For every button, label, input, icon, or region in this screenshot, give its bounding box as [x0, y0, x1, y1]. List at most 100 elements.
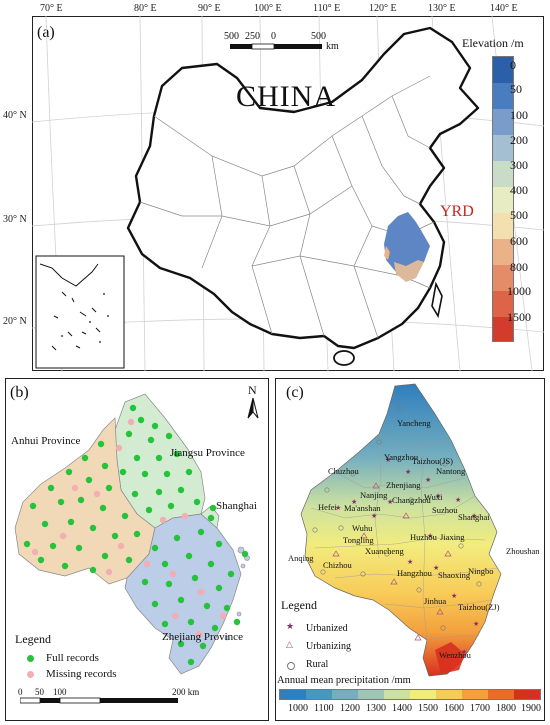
precip-band	[384, 690, 410, 699]
panel-label-a: (a)	[37, 24, 55, 41]
elevation-band	[493, 83, 513, 109]
province-label: Jiangsu Province	[170, 447, 245, 459]
svg-text:★: ★	[335, 504, 341, 512]
precip-band	[280, 690, 306, 699]
city-label: Jiaxing	[440, 532, 465, 542]
elevation-label: 50	[510, 82, 522, 96]
city-label: Wuxi	[424, 492, 443, 502]
elevation-label: 800	[510, 260, 528, 274]
missing-records-marker	[27, 671, 34, 678]
svg-text:★: ★	[425, 476, 431, 484]
city-label: Ningbo	[468, 566, 494, 576]
precip-label: 1400	[392, 703, 412, 714]
elevation-band	[493, 109, 513, 135]
city-label: Changzhou	[392, 495, 431, 505]
city-label: Wenzhou	[439, 650, 471, 660]
legend-label: Full records	[46, 652, 99, 664]
svg-text:★: ★	[371, 512, 377, 520]
elevation-label: 500	[510, 208, 528, 222]
country-label: CHINA	[236, 80, 336, 113]
elevation-label: 1500	[507, 310, 531, 324]
scale-number: 100	[53, 687, 67, 697]
precip-label: 1500	[418, 703, 438, 714]
scale-number: 250	[245, 31, 260, 42]
precip-band	[436, 690, 462, 699]
scale-number: 500	[311, 31, 326, 42]
legend-title: Legend	[15, 632, 51, 646]
precipitation-colorbar	[279, 689, 541, 700]
city-label: Jinhua	[424, 596, 447, 606]
elevation-label: 600	[510, 234, 528, 248]
city-label: Hangzhou	[397, 568, 432, 578]
precip-label: 1600	[444, 703, 464, 714]
elevation-legend-title: Elevation /m	[462, 36, 524, 50]
city-label: Taizhou(JS)	[412, 456, 453, 466]
svg-text:★: ★	[461, 648, 467, 656]
svg-text:★: ★	[435, 492, 441, 500]
svg-text:★: ★	[385, 456, 391, 464]
region-label: YRD	[440, 203, 474, 220]
precip-band	[332, 690, 358, 699]
city-label: Suzhou	[432, 505, 458, 515]
precipitation-map: ★ ★ ★ ★ ★ ★ ★ ★ ★ ★ ★ ★ ★ ★ ★ ★	[300, 383, 502, 677]
city-label: Zhenjiang	[386, 480, 421, 490]
svg-text:★: ★	[351, 498, 357, 506]
elevation-band	[493, 161, 513, 187]
svg-text:★: ★	[471, 512, 477, 520]
elevation-label: 100	[510, 108, 528, 122]
urbanizing-triangle-icon: △	[286, 640, 293, 650]
province-label: Shanghai	[216, 500, 257, 512]
lon-tick: 70° E	[40, 3, 63, 14]
north-arrow-label: N	[248, 383, 257, 397]
legend-label: Rural	[306, 659, 329, 670]
lon-tick: 100° E	[254, 3, 282, 14]
city-label: Chuzhou	[328, 466, 359, 476]
elevation-band	[493, 317, 513, 341]
precip-label: 1900	[521, 703, 541, 714]
city-label: Shanghai	[458, 512, 490, 522]
city-label: Huzhou	[410, 532, 437, 542]
elevation-band	[493, 291, 513, 317]
province-label: Anhui Province	[11, 435, 81, 447]
elevation-band	[493, 57, 513, 83]
city-label: Xuancheng	[365, 546, 404, 556]
city-label: Nanjing	[360, 490, 388, 500]
svg-text:★: ★	[473, 620, 479, 628]
svg-text:★: ★	[427, 532, 433, 540]
precip-band	[462, 690, 488, 699]
precip-band	[514, 690, 540, 699]
svg-text:★: ★	[407, 558, 413, 566]
elevation-label: 300	[510, 158, 528, 172]
legend-label: Urbanized	[306, 623, 348, 634]
scale-bar	[230, 43, 322, 50]
china-outline-map	[32, 16, 544, 371]
svg-text:★: ★	[387, 498, 393, 506]
elevation-label: 400	[510, 183, 528, 197]
elevation-band	[493, 265, 513, 291]
svg-text:★: ★	[451, 592, 457, 600]
elevation-colorbar	[492, 56, 514, 342]
scale-unit: km	[326, 41, 339, 52]
city-label: Wuhu	[352, 523, 373, 533]
lat-tick: 40° N	[3, 110, 27, 121]
scale-number: 0	[18, 687, 23, 697]
city-label: Anqing	[288, 553, 314, 563]
precip-band	[306, 690, 332, 699]
legend-title: Legend	[281, 598, 317, 612]
yrd-stations-map	[14, 393, 259, 675]
elevation-band	[493, 239, 513, 265]
precip-label: 1200	[340, 703, 360, 714]
elevation-label: 0	[510, 58, 516, 72]
svg-text:★: ★	[455, 496, 461, 504]
scale-number: 50	[35, 687, 44, 697]
elevation-band	[493, 187, 513, 213]
province-label: Zhejiang Province	[162, 631, 243, 643]
svg-text:★: ★	[405, 468, 411, 476]
precip-label: 1300	[366, 703, 386, 714]
panel-label-c: (c)	[286, 384, 304, 401]
city-label: Zhoushan	[506, 546, 540, 556]
precip-label: 1000	[288, 703, 308, 714]
scale-number: 200 km	[172, 687, 200, 697]
city-label: Hefei	[318, 502, 337, 512]
legend-label: Urbanizing	[306, 641, 351, 652]
